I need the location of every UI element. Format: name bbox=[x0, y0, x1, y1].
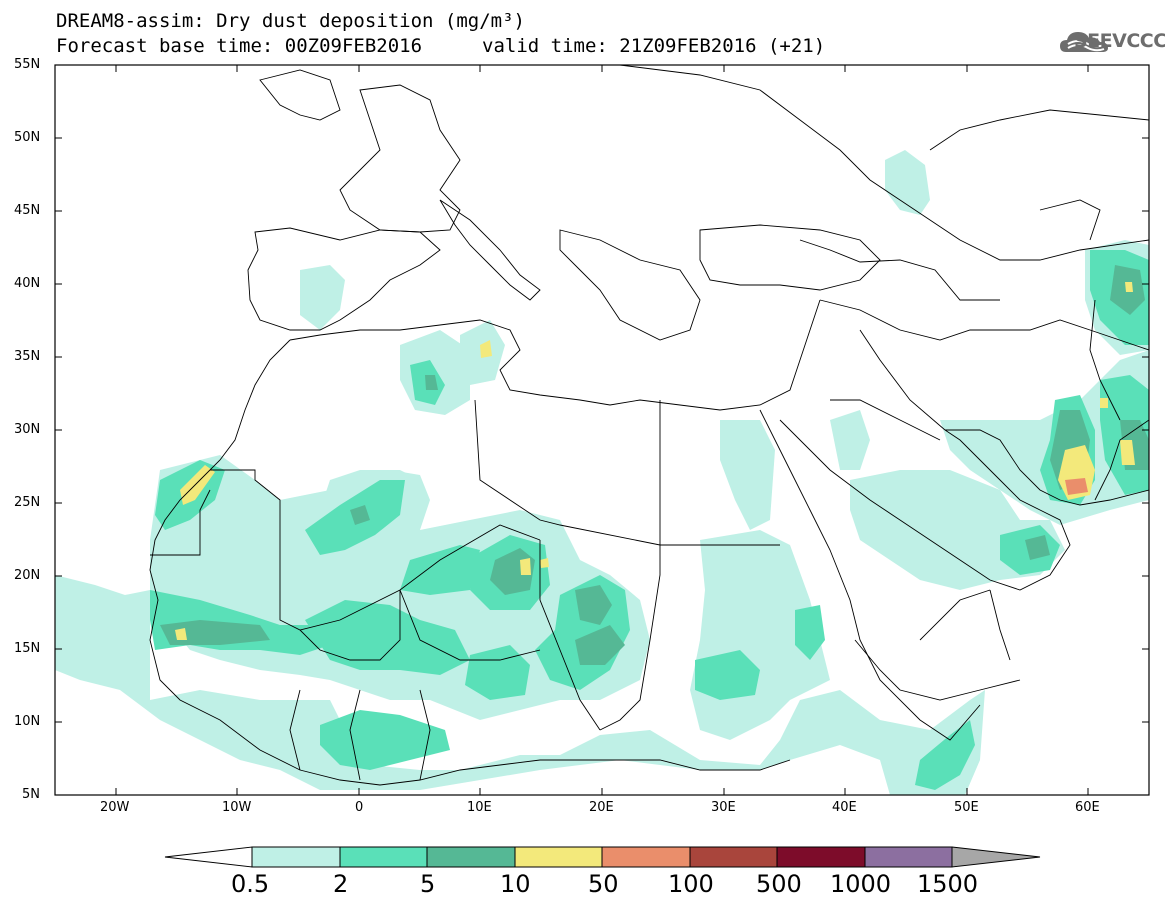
colorbar-bin bbox=[251, 846, 341, 868]
map-title: DREAM8-assim: Dry dust deposition (mg/m³… bbox=[56, 10, 525, 32]
lon-label: 40E bbox=[832, 800, 857, 815]
colorbar-label: 1500 bbox=[917, 870, 979, 898]
colorbar-bin bbox=[514, 846, 603, 868]
colorbar-over-arrow bbox=[951, 846, 1041, 868]
colorbar-bin bbox=[426, 846, 516, 868]
colorbar-label: 2 bbox=[333, 870, 349, 898]
colorbar-under-arrow bbox=[164, 846, 253, 868]
lat-label: 55N bbox=[14, 57, 41, 72]
lat-label: 10N bbox=[14, 714, 41, 729]
coastlines bbox=[149, 65, 1149, 786]
lon-label: 10W bbox=[222, 800, 252, 815]
lon-label: 10E bbox=[467, 800, 492, 815]
forecast-base-time: Forecast base time: 00Z09FEB2016 bbox=[56, 35, 423, 57]
seevccc-logo: SEEVCCC bbox=[1074, 30, 1165, 52]
lat-label: 50N bbox=[14, 130, 41, 145]
lat-label: 25N bbox=[14, 495, 41, 510]
cloud-icon bbox=[1060, 32, 1108, 52]
dust-shading bbox=[55, 150, 1149, 795]
lon-label: 0 bbox=[355, 800, 364, 815]
lat-label: 30N bbox=[14, 422, 41, 437]
colorbar-label: 5 bbox=[420, 870, 436, 898]
lat-label: 35N bbox=[14, 349, 41, 364]
colorbar-bin bbox=[776, 846, 866, 868]
colorbar-label: 1000 bbox=[830, 870, 892, 898]
colorbar-bin bbox=[601, 846, 691, 868]
lat-label: 15N bbox=[14, 641, 41, 656]
colorbar-bin bbox=[864, 846, 953, 868]
lon-label: 30E bbox=[711, 800, 736, 815]
lon-label: 20E bbox=[589, 800, 614, 815]
colorbar-label: 50 bbox=[588, 870, 619, 898]
lat-label: 20N bbox=[14, 568, 41, 583]
lat-label: 45N bbox=[14, 203, 41, 218]
colorbar bbox=[164, 846, 1041, 868]
lon-label: 20W bbox=[100, 800, 130, 815]
colorbar-bin bbox=[689, 846, 778, 868]
colorbar-bin bbox=[339, 846, 428, 868]
lat-label: 40N bbox=[14, 276, 41, 291]
lon-label: 50E bbox=[954, 800, 979, 815]
colorbar-label: 10 bbox=[500, 870, 531, 898]
valid-time: valid time: 21Z09FEB2016 (+21) bbox=[482, 35, 826, 57]
colorbar-label: 100 bbox=[668, 870, 714, 898]
lat-label: 5N bbox=[22, 787, 40, 802]
lon-label: 60E bbox=[1075, 800, 1100, 815]
colorbar-label: 500 bbox=[756, 870, 802, 898]
colorbar-label: 0.5 bbox=[231, 870, 270, 898]
